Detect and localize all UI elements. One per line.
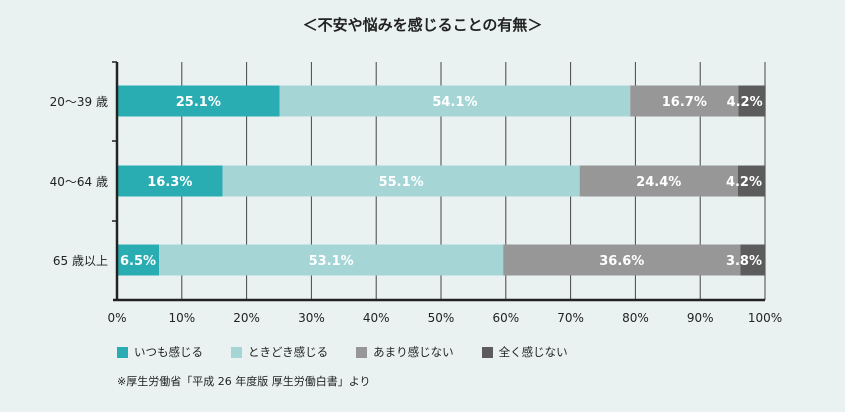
x-tick-label: 90% xyxy=(687,311,714,325)
bar-segment xyxy=(630,85,739,117)
bar-segment xyxy=(159,244,504,276)
bar-segment xyxy=(279,85,631,117)
bar-segment xyxy=(117,85,280,117)
legend-swatch-rarely xyxy=(356,346,368,358)
x-tick-label: 60% xyxy=(492,311,519,325)
bar-segment xyxy=(740,244,765,276)
data-label: 4.2% xyxy=(726,175,762,190)
legend-label-rarely: あまり感じない xyxy=(373,345,454,359)
category-label: 40〜64 歳 xyxy=(50,175,108,189)
legend-swatch-sometimes xyxy=(231,346,242,358)
source-note: ※厚生労働省「平成 26 年度版 厚生労働白書」より xyxy=(117,375,371,388)
bar-segment xyxy=(737,165,765,197)
data-label: 25.1% xyxy=(176,95,221,110)
data-label: 53.1% xyxy=(309,254,354,269)
x-tick-label: 70% xyxy=(557,311,584,325)
stacked-bar-chart: 0% 10% 20% 30% 40% 50% 60% 70% 80% 90% 100% 25.1% 54… xyxy=(50,61,782,325)
legend-label-always: いつも感じる xyxy=(134,345,203,359)
legend: いつも感じる ときどき感じる あまり感じない 全く感じない xyxy=(117,344,568,360)
legend-swatch-never xyxy=(481,346,493,358)
x-tick-label: 40% xyxy=(363,311,390,325)
legend-item-rarely: あまり感じない xyxy=(356,344,454,360)
bar-segment xyxy=(117,165,223,197)
data-label: 3.8% xyxy=(726,254,762,269)
bar-segment xyxy=(117,244,160,276)
category-label: 20〜39 歳 xyxy=(50,95,108,109)
bar-segment xyxy=(579,165,738,197)
data-label: 16.7% xyxy=(662,95,707,110)
x-tick-label: 20% xyxy=(233,311,260,325)
legend-item-never: 全く感じない xyxy=(481,344,568,360)
legend-label-never: 全く感じない xyxy=(498,345,568,359)
data-label: 4.2% xyxy=(727,95,763,110)
chart-title: ＜不安や悩みを感じることの有無＞ xyxy=(302,16,543,34)
bar-segment xyxy=(222,165,580,197)
data-label: 24.4% xyxy=(636,175,681,190)
category-label: 65 歳以上 xyxy=(53,254,108,268)
data-label: 6.5% xyxy=(120,254,156,269)
data-label: 55.1% xyxy=(379,175,424,190)
x-tick-label: 80% xyxy=(622,311,649,325)
data-label: 16.3% xyxy=(147,175,192,190)
data-label: 54.1% xyxy=(432,95,477,110)
bar-segment xyxy=(738,85,766,117)
data-label: 36.6% xyxy=(599,254,644,269)
x-tick-label: 10% xyxy=(168,311,195,325)
x-tick-label: 100% xyxy=(748,311,782,325)
bar-segment xyxy=(503,244,741,276)
legend-swatch-always xyxy=(117,346,128,358)
legend-label-sometimes: ときどき感じる xyxy=(248,345,329,359)
legend-item-always: いつも感じる xyxy=(117,344,203,360)
x-tick-label: 50% xyxy=(428,311,455,325)
legend-item-sometimes: ときどき感じる xyxy=(231,344,328,360)
x-tick-label: 30% xyxy=(298,311,325,325)
x-tick-label: 0% xyxy=(107,311,126,325)
